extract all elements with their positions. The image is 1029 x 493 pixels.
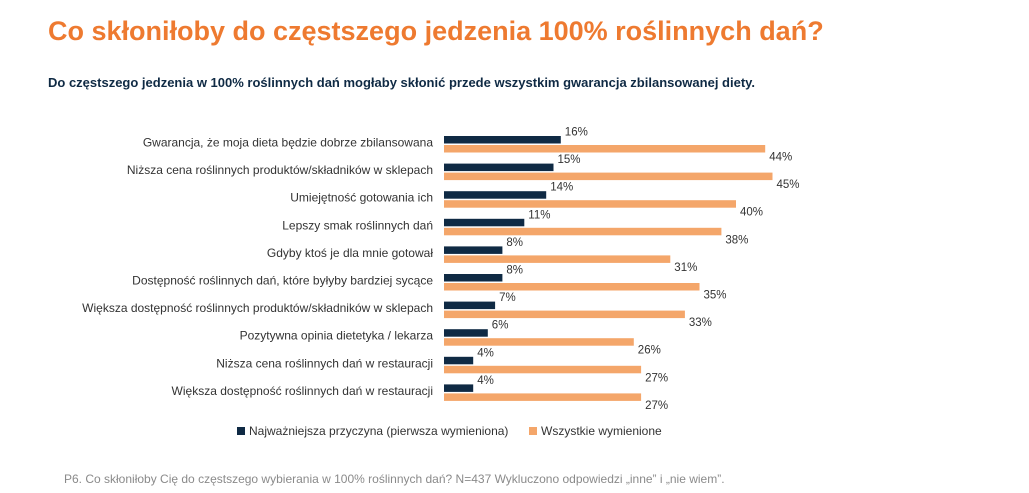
bar-all (444, 365, 642, 374)
data-label-primary: 8% (506, 237, 523, 249)
data-label-all: 40% (740, 207, 763, 219)
data-label-all: 31% (674, 262, 697, 274)
bar-all (444, 338, 634, 346)
bar-primary (444, 246, 503, 254)
bar-all (444, 227, 722, 236)
bar-all (444, 200, 736, 208)
data-label-all: 27% (645, 372, 668, 384)
category-label: Gwarancja, że moja dieta będzie dobrze z… (143, 136, 433, 150)
chart-subtitle: Do częstszego jedzenia w 100% roślinnych… (48, 75, 756, 90)
category-label: Pozytywna opinia dietetyka / lekarza (240, 329, 434, 343)
bar-primary (444, 136, 561, 144)
chart-title: Co skłoniłoby do częstszego jedzenia 100… (48, 16, 824, 46)
data-label-all: 33% (689, 317, 712, 329)
category-label: Większa dostępność roślinnych produktów/… (82, 301, 433, 315)
category-label: Niższa cena roślinnych produktów/składni… (127, 163, 433, 177)
data-label-primary: 6% (492, 320, 509, 332)
data-label-primary: 8% (506, 265, 523, 277)
data-label-primary: 14% (550, 182, 573, 194)
data-label-primary: 16% (565, 127, 588, 139)
bar-all (444, 283, 700, 291)
bar-all (444, 172, 773, 181)
category-label: Lepszy smak roślinnych dań (282, 218, 433, 232)
category-label: Niższa cena roślinnych dań w restauracji (216, 356, 433, 370)
data-label-primary: 4% (477, 347, 494, 359)
bar-primary (444, 191, 547, 199)
legend-swatch-primary (237, 427, 245, 435)
bar-all (444, 255, 671, 263)
bar-primary (444, 384, 474, 392)
legend-label-primary: Najważniejsza przyczyna (pierwsza wymien… (249, 424, 508, 438)
bar-all (444, 393, 642, 401)
data-label-all: 26% (638, 345, 661, 357)
data-label-all: 27% (645, 400, 668, 412)
bar-primary (444, 329, 488, 337)
category-label: Gdyby ktoś je dla mnie gotował (267, 246, 433, 260)
bars-group: Gwarancja, że moja dieta będzie dobrze z… (82, 127, 799, 412)
footnote: P6. Co skłoniłoby Cię do częstszego wybi… (64, 472, 725, 486)
legend-label-all: Wszystkie wymienione (541, 424, 662, 438)
data-label-primary: 11% (528, 209, 550, 221)
bar-all (444, 145, 766, 153)
data-label-all: 38% (725, 234, 748, 246)
legend: Najważniejsza przyczyna (pierwsza wymien… (237, 424, 662, 438)
data-label-all: 44% (769, 152, 792, 164)
bar-primary (444, 274, 503, 282)
category-label: Dostępność roślinnych dań, które byłyby … (132, 274, 433, 288)
category-label: Umiejętność gotowania ich (290, 191, 433, 205)
bar-primary (444, 356, 474, 365)
data-label-all: 35% (704, 290, 727, 302)
data-label-primary: 4% (477, 375, 494, 387)
bar-primary (444, 163, 554, 172)
bar-primary (444, 218, 525, 227)
data-label-primary: 7% (499, 292, 516, 304)
bar-primary (444, 301, 496, 310)
data-label-primary: 15% (558, 154, 581, 166)
bar-all (444, 310, 685, 319)
data-label-all: 45% (777, 179, 800, 191)
legend-swatch-all (529, 427, 537, 435)
category-label: Większa dostępność roślinnych dań w rest… (172, 384, 433, 398)
